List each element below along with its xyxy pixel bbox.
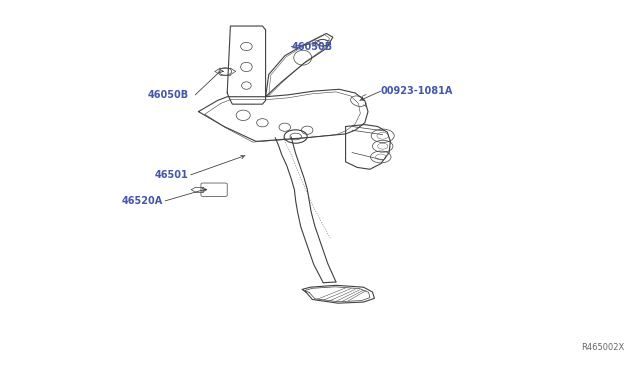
Text: 46050B: 46050B — [148, 90, 189, 100]
Text: 00923-1081A: 00923-1081A — [381, 86, 453, 96]
Text: 46050B: 46050B — [291, 42, 332, 51]
Text: 46520A: 46520A — [122, 196, 163, 206]
Text: R465002X: R465002X — [580, 343, 624, 352]
Text: 46501: 46501 — [155, 170, 189, 180]
